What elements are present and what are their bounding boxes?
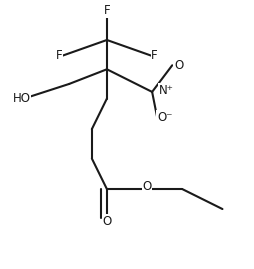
Text: HO: HO (12, 92, 30, 105)
Text: O: O (142, 180, 152, 193)
Text: O: O (102, 214, 112, 228)
Text: F: F (104, 4, 110, 17)
Text: F: F (151, 49, 158, 62)
Text: N⁺: N⁺ (158, 84, 173, 97)
Text: O: O (174, 59, 183, 72)
Text: O⁻: O⁻ (157, 111, 172, 124)
Text: F: F (56, 49, 62, 62)
